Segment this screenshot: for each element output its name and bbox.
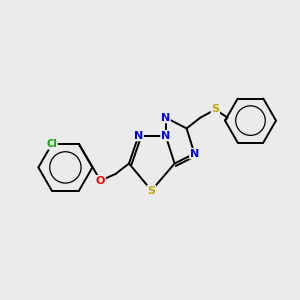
Text: Cl: Cl [46, 139, 57, 149]
Text: O: O [96, 176, 105, 186]
Text: N: N [134, 130, 143, 141]
Text: S: S [212, 104, 219, 115]
Text: N: N [161, 130, 170, 141]
Text: N: N [161, 112, 170, 123]
Text: N: N [190, 148, 199, 159]
Text: S: S [148, 185, 155, 196]
